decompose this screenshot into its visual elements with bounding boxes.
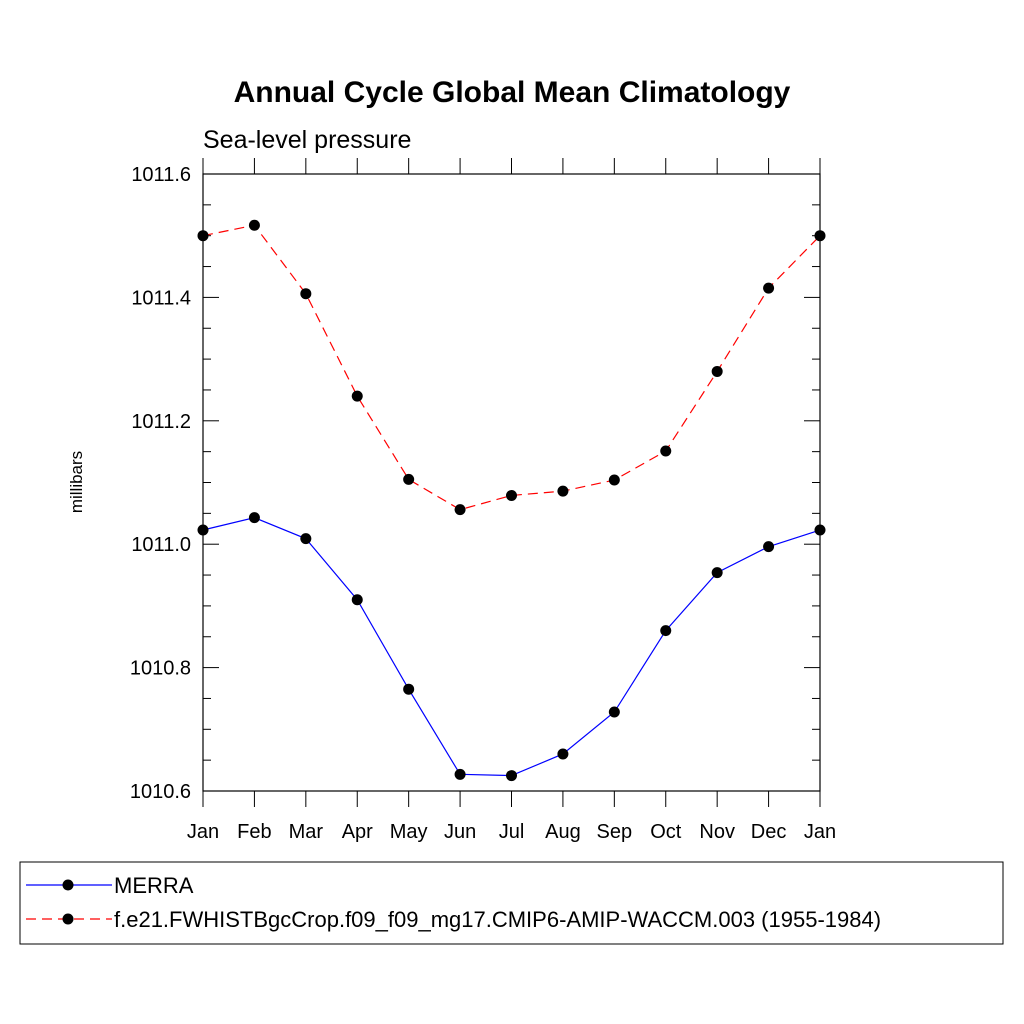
- data-point-series-1: [763, 282, 775, 294]
- series-line-0: [202, 517, 821, 777]
- data-point-series-0: [506, 770, 517, 782]
- data-point-series-1: [248, 219, 260, 231]
- data-point-series-1: [506, 489, 517, 501]
- legend-label-merra: MERRA: [114, 873, 194, 898]
- data-point-series-1: [351, 390, 363, 402]
- legend-entry-model: f.e21.FWHISTBgcCrop.f09_f09_mg17.CMIP6-A…: [26, 907, 881, 932]
- chart-title: Annual Cycle Global Mean Climatology: [234, 76, 791, 109]
- data-point-series-1: [300, 288, 312, 300]
- y-axis-label: millibars: [67, 451, 86, 513]
- data-point-series-0: [351, 594, 363, 606]
- data-point-series-0: [660, 625, 672, 637]
- data-point-series-1: [660, 445, 672, 457]
- x-tick-label: Nov: [699, 821, 735, 843]
- data-point-series-1: [608, 474, 620, 486]
- data-point-series-0: [763, 541, 775, 553]
- data-point-series-0: [300, 533, 312, 545]
- y-tick-label: 1011.6: [131, 164, 191, 186]
- x-tick-label: Jan: [804, 821, 836, 843]
- legend-box: [19, 861, 1004, 945]
- x-tick-label: Sep: [597, 821, 633, 843]
- data-point-series-1: [454, 504, 466, 516]
- data-point-series-1: [403, 473, 415, 485]
- plot-frame: [202, 173, 821, 792]
- y-tick-label: 1010.6: [130, 781, 191, 803]
- data-point-series-0: [608, 706, 620, 718]
- data-point-series-0: [557, 748, 569, 760]
- x-tick-label: Dec: [751, 821, 787, 843]
- y-tick-labels: 1010.6 1010.8 1011.0 1011.2 1011.4 1011.6: [130, 164, 191, 803]
- x-tick-label: Feb: [237, 821, 271, 843]
- y-tick-label: 1011.2: [131, 411, 191, 433]
- data-point-series-0: [248, 512, 260, 524]
- series-line-1: [202, 224, 821, 511]
- x-tick-labels: Jan Feb Mar Apr May Jun Jul Aug Sep Oct Nov Dec Jan: [187, 821, 836, 843]
- x-tick-label: May: [390, 821, 428, 843]
- y-tick-label: 1011.0: [131, 534, 191, 556]
- x-tick-label: Jan: [187, 821, 219, 843]
- y-tick-label: 1011.4: [131, 287, 191, 309]
- legend: MERRA f.e21.FWHISTBgcCrop.f09_f09_mg17.C…: [19, 861, 1004, 945]
- x-tick-label: Apr: [342, 821, 373, 843]
- x-tick-label: Jun: [444, 821, 476, 843]
- data-point-series-0: [711, 567, 723, 579]
- minor-ticks: [203, 204, 820, 761]
- x-tick-label: Oct: [650, 821, 682, 843]
- legend-entry-merra: MERRA: [26, 873, 194, 898]
- x-tick-label: Jul: [499, 821, 525, 843]
- data-point-series-0: [454, 768, 466, 780]
- major-ticks: [202, 158, 821, 807]
- data-point-series-0: [403, 683, 415, 695]
- x-tick-label: Aug: [545, 821, 581, 843]
- x-tick-label: Mar: [289, 821, 324, 843]
- legend-marker-model: [62, 913, 74, 925]
- data-point-series-1: [711, 365, 723, 377]
- legend-marker-merra: [62, 879, 74, 891]
- legend-label-model: f.e21.FWHISTBgcCrop.f09_f09_mg17.CMIP6-A…: [114, 907, 881, 932]
- y-tick-label: 1010.8: [130, 658, 191, 680]
- data-point-series-1: [557, 485, 569, 497]
- series-markers: [197, 219, 826, 782]
- chart-subtitle: Sea-level pressure: [203, 126, 411, 154]
